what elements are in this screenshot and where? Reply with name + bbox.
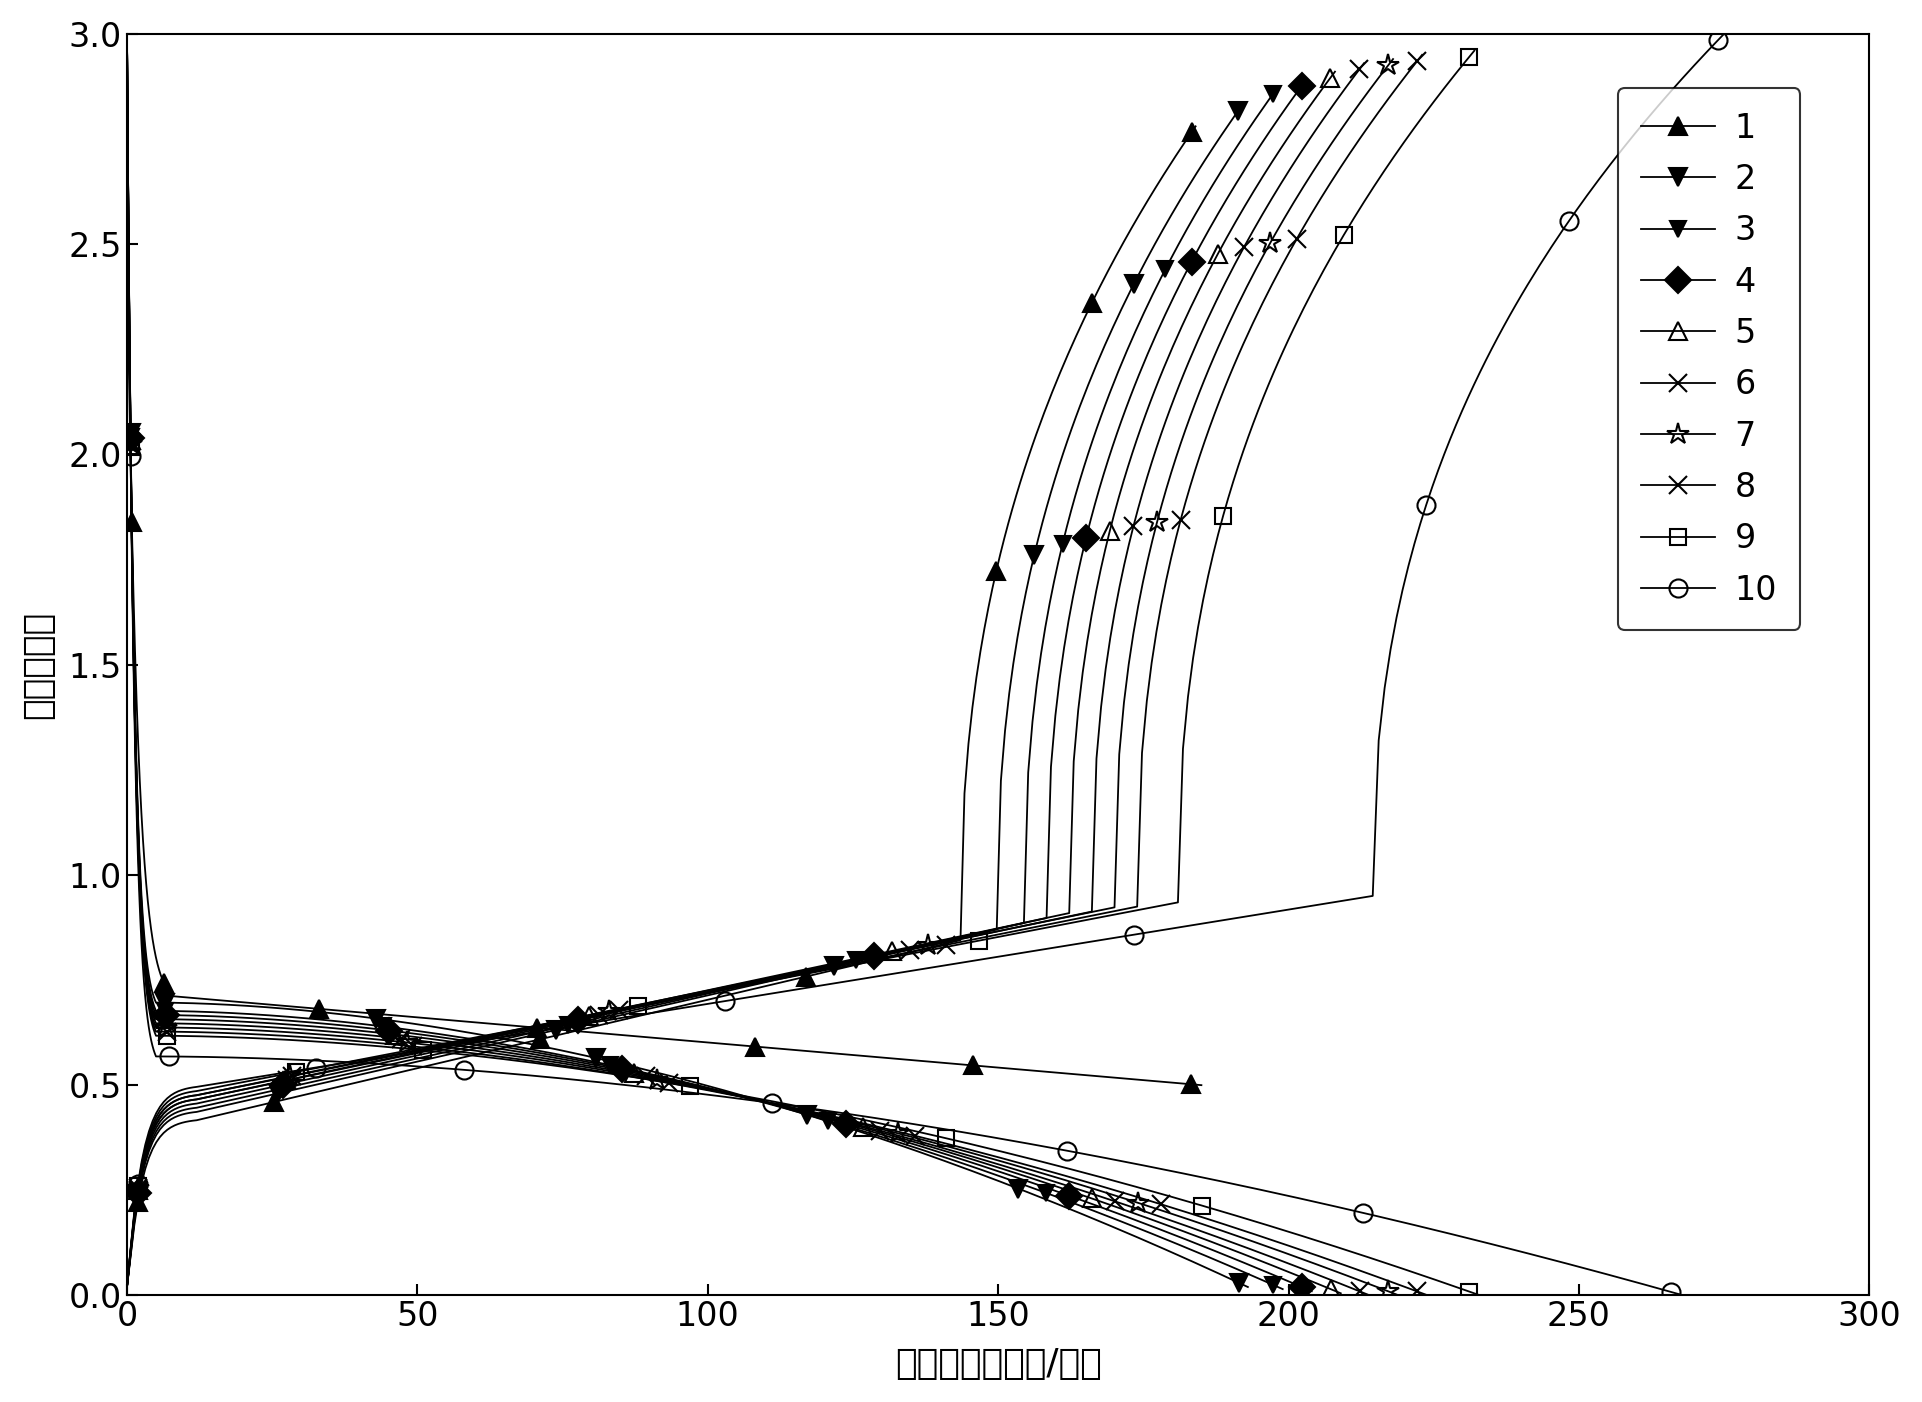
- Line: 7: 7: [127, 55, 1399, 1199]
- Line: 9: 9: [129, 49, 1478, 1195]
- Line: 1: 1: [129, 123, 1201, 1210]
- 3: [844, 952, 867, 969]
- Line: 6: 6: [129, 60, 1368, 1200]
- 3: [127, 1186, 150, 1203]
- Line: 4: 4: [129, 77, 1311, 1202]
- 2: [127, 1189, 150, 1206]
- 3: [269, 1081, 292, 1098]
- 9: [627, 998, 650, 1015]
- 8: [1286, 231, 1309, 248]
- 8: [1169, 512, 1192, 529]
- 5: [1207, 245, 1230, 262]
- 3: [557, 1016, 580, 1033]
- 1: [127, 1193, 150, 1210]
- 1: [1180, 123, 1203, 140]
- 10: [304, 1059, 327, 1075]
- 6: [588, 1007, 611, 1023]
- 8: [281, 1068, 304, 1085]
- 2: [544, 1022, 567, 1039]
- 3: [1051, 536, 1074, 552]
- 4: [1074, 529, 1097, 545]
- 7: [1376, 56, 1399, 73]
- 8: [934, 937, 957, 953]
- 7: [1259, 234, 1282, 251]
- 9: [1457, 48, 1480, 64]
- 1: [1080, 294, 1103, 311]
- 4: [127, 1185, 150, 1202]
- 1: [529, 1030, 552, 1047]
- 6: [1347, 60, 1370, 77]
- 3: [1261, 86, 1284, 102]
- 5: [1318, 69, 1342, 86]
- 2: [1122, 275, 1146, 292]
- 10: [1122, 927, 1146, 944]
- 8: [127, 1179, 150, 1196]
- 8: [1405, 52, 1428, 69]
- 2: [1226, 102, 1249, 119]
- 5: [880, 942, 903, 959]
- 7: [127, 1179, 150, 1196]
- Line: 3: 3: [131, 87, 1280, 1203]
- 9: [1332, 227, 1355, 244]
- 10: [1557, 212, 1580, 229]
- 10: [127, 1175, 150, 1192]
- Line: 5: 5: [129, 69, 1340, 1200]
- 9: [127, 1178, 150, 1195]
- 5: [577, 1007, 600, 1023]
- 8: [607, 1002, 630, 1019]
- 4: [863, 948, 886, 965]
- 7: [1146, 515, 1169, 531]
- 7: [917, 937, 940, 953]
- 9: [967, 932, 990, 949]
- 4: [271, 1077, 294, 1094]
- 4: [1180, 254, 1203, 271]
- 6: [277, 1073, 300, 1089]
- 1: [794, 969, 817, 986]
- X-axis label: 比容量（毫安时/克）: 比容量（毫安时/克）: [896, 1347, 1101, 1381]
- 2: [1023, 547, 1046, 564]
- 10: [1415, 496, 1438, 513]
- 6: [899, 941, 923, 958]
- 6: [1232, 238, 1255, 255]
- 2: [267, 1085, 290, 1102]
- 6: [127, 1182, 150, 1199]
- 9: [1211, 508, 1234, 524]
- 7: [279, 1068, 302, 1085]
- 1: [984, 562, 1007, 579]
- 9: [284, 1064, 308, 1081]
- Y-axis label: 电压（伏）: 电压（伏）: [21, 610, 56, 719]
- Line: 2: 2: [129, 102, 1247, 1206]
- 10: [713, 993, 736, 1009]
- Line: 10: 10: [129, 31, 1728, 1193]
- 6: [1122, 519, 1146, 536]
- 1: [263, 1094, 286, 1110]
- Legend: 1, 2, 3, 4, 5, 6, 7, 8, 9, 10: 1, 2, 3, 4, 5, 6, 7, 8, 9, 10: [1618, 88, 1801, 629]
- 5: [273, 1073, 296, 1089]
- 2: [823, 958, 846, 974]
- 4: [567, 1012, 590, 1029]
- 3: [1153, 261, 1176, 278]
- 5: [1097, 523, 1121, 540]
- Line: 8: 8: [129, 52, 1426, 1197]
- 10: [1707, 32, 1730, 49]
- 5: [127, 1182, 150, 1199]
- 4: [1290, 77, 1313, 94]
- 7: [598, 1002, 621, 1019]
